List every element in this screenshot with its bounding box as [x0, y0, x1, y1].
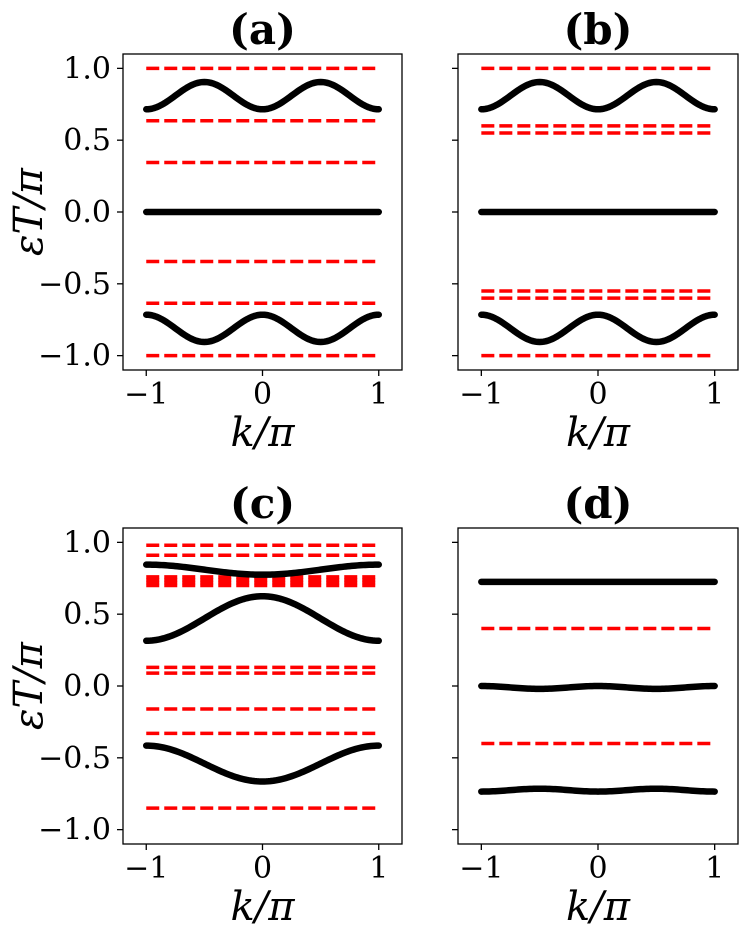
- panel-2-xlabel: k/π: [230, 884, 295, 927]
- panel-2-xtick-label: −1: [124, 851, 168, 886]
- panel-1-xlabel: k/π: [566, 410, 631, 456]
- panel-2-band-0: [143, 561, 382, 578]
- panel-2-xtick-label: 1: [369, 851, 388, 886]
- panel-0-ytick-label: 0.0: [63, 195, 111, 230]
- panel-1-xtick-label: 0: [588, 377, 607, 412]
- panel-2-title: (c): [230, 479, 295, 528]
- panel-3-band-1: [478, 682, 718, 693]
- panel-2-ytick-label: −0.5: [38, 741, 111, 776]
- panel-2-band-2: [143, 742, 382, 785]
- panel-1-xtick-label: −1: [459, 377, 503, 412]
- panel-3-xlabel: k/π: [566, 884, 631, 927]
- panel-3-xtick-label: 0: [588, 851, 607, 886]
- panel-0: (a) −1 0 1 1.0 0.5 0.0 −0.5 −1.0 k/π εT/π: [6, 5, 403, 456]
- panel-0-ytick-label: 0.5: [63, 123, 111, 158]
- panel-1-xtick-label: 1: [705, 377, 724, 412]
- panel-0-band-2: [143, 311, 382, 346]
- panel-3-xtick-label: −1: [459, 851, 503, 886]
- panel-2-ytick-label: −1.0: [38, 813, 111, 848]
- panel-0-xtick-label: −1: [124, 377, 168, 412]
- panel-2-ytick-label: 0.5: [63, 597, 111, 632]
- panel-0-ytick-label: −1.0: [38, 339, 111, 374]
- panel-0-band-0: [143, 78, 382, 113]
- panel-1-band-2: [478, 311, 718, 346]
- panel-0-ytick-label: −0.5: [38, 267, 111, 302]
- panel-1-title: (b): [563, 5, 632, 54]
- panel-0-title: (a): [229, 5, 296, 54]
- panel-0-ytick-label: 1.0: [63, 51, 111, 86]
- panel-1-band-0: [478, 78, 718, 113]
- panel-0-xtick-label: 0: [253, 377, 272, 412]
- panel-2-band-1: [143, 592, 382, 644]
- panel-2-ylabel: εT/π: [6, 641, 52, 730]
- panel-0-xtick-label: 1: [369, 377, 388, 412]
- panel-0-xlabel: k/π: [230, 410, 295, 456]
- panel-2-xtick-label: 0: [253, 851, 272, 886]
- panel-2: (c) −1 0 1 1.0 0.5 0.0 −0.5 −1.0 k/π εT/π: [6, 479, 403, 927]
- panel-2-ytick-label: 1.0: [63, 525, 111, 560]
- panel-3-band-2: [478, 785, 718, 795]
- panel-3-title: (d): [563, 479, 632, 528]
- panel-2-ytick-label: 0.0: [63, 669, 111, 704]
- panel-0-ylabel: εT/π: [6, 167, 52, 256]
- panel-3: (d) −1 0 1 k/π: [452, 479, 739, 927]
- panel-1: (b) −1 0 1 k/π: [452, 5, 739, 456]
- panel-3-xtick-label: 1: [705, 851, 724, 886]
